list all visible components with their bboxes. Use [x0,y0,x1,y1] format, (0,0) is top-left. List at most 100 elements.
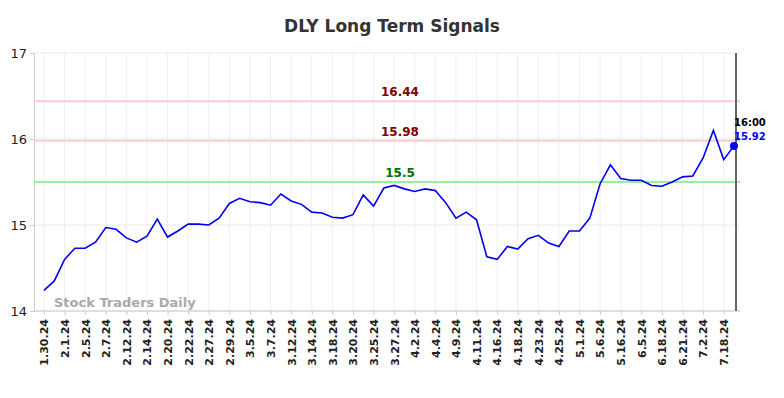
reference-line [34,140,740,142]
x-tick-label: 4.25.24 [553,319,566,366]
x-tick: 2.20.24 [162,311,175,366]
x-tick-label: 6.18.24 [656,319,669,366]
x-tick: 4.16.24 [491,311,504,366]
x-tick-label: 3.27.24 [388,319,401,366]
watermark: Stock Traders Daily [54,295,196,310]
x-tick: 4.23.24 [533,311,546,366]
x-tick-label: 3.14.24 [306,319,319,366]
x-tick-label: 1.30.24 [38,319,51,366]
grid-line-y [34,225,740,226]
x-tick-mark [518,311,519,315]
x-tick: 7.18.24 [718,311,731,366]
x-tick: 4.25.24 [553,311,566,366]
x-tick-mark [312,311,313,315]
last-time-label: 16:00 [734,117,766,128]
y-axis: 14151617 [10,46,34,319]
chart: DLY Long Term Signals141516171.30.242.1.… [0,0,784,398]
x-tick-mark [353,311,354,315]
x-tick-label: 4.2.24 [409,319,422,358]
x-tick: 3.5.24 [244,311,257,358]
reference-line [34,181,740,183]
grid-line-y [34,311,740,312]
x-tick-label: 4.16.24 [491,319,504,366]
x-tick: 4.2.24 [409,311,422,358]
x-tick-mark [497,311,498,315]
x-tick-label: 2.29.24 [224,319,237,366]
x-tick: 4.18.24 [512,311,525,366]
x-tick-label: 7.18.24 [718,319,731,366]
x-tick-mark [106,311,107,315]
x-tick-mark [580,311,581,315]
y-tick: 14 [10,304,34,319]
x-tick-label: 3.25.24 [368,319,381,366]
x-tick-label: 2.1.24 [59,319,72,358]
x-tick-label: 2.27.24 [203,319,216,366]
x-tick-mark [188,311,189,315]
x-tick-mark [621,311,622,315]
x-tick-label: 2.22.24 [183,319,196,366]
y-axis-line [30,54,35,312]
reference-label: 16.44 [381,85,419,99]
y-tick-label: 14 [10,304,27,319]
x-tick-label: 6.21.24 [677,319,690,366]
x-tick: 2.7.24 [100,311,113,358]
x-tick: 6.5.24 [636,311,649,358]
x-tick-mark [332,311,333,315]
x-tick: 3.12.24 [286,311,299,366]
x-tick-mark [641,311,642,315]
x-tick-mark [538,311,539,315]
x-tick-label: 7.2.24 [697,319,710,358]
x-tick: 2.12.24 [121,311,134,366]
last-point [730,142,738,150]
x-tick-label: 3.5.24 [244,319,257,358]
x-tick-label: 2.14.24 [141,319,154,366]
x-tick-mark [456,311,457,315]
x-tick: 2.1.24 [59,311,72,358]
y-tick: 15 [10,218,34,233]
x-tick: 3.18.24 [327,311,340,366]
x-tick: 4.4.24 [430,311,443,358]
x-tick-mark [147,311,148,315]
x-tick-label: 4.4.24 [430,319,443,358]
title: DLY Long Term Signals [284,16,500,36]
reference-label: 15.5 [385,166,415,180]
x-tick-mark [662,311,663,315]
x-tick: 7.2.24 [697,311,710,358]
x-tick: 2.22.24 [183,311,196,366]
x-tick-mark [250,311,251,315]
x-tick-label: 6.5.24 [636,319,649,358]
y-tick-mark [30,311,34,312]
y-tick-mark [30,225,34,226]
x-tick: 3.25.24 [368,311,381,366]
x-tick: 5.6.24 [594,311,607,358]
x-tick-label: 4.23.24 [533,319,546,366]
x-tick-label: 2.5.24 [80,319,93,358]
x-tick-label: 5.16.24 [615,319,628,366]
x-tick-label: 3.18.24 [327,319,340,366]
x-tick: 3.27.24 [388,311,401,366]
plot-area [34,53,740,311]
grid [34,53,740,311]
x-tick-label: 2.20.24 [162,319,175,366]
x-axis: 1.30.24 2.1.24 2.5.24 2.7.24 2.12.24 2.14.24 2… [34,311,740,366]
x-tick-label: 2.7.24 [100,319,113,358]
x-tick-label: 3.20.24 [347,319,360,366]
x-tick-mark [477,311,478,315]
x-tick-mark [168,311,169,315]
x-tick-mark [85,311,86,315]
x-tick: 3.7.24 [265,311,278,358]
y-tick-label: 16 [10,132,27,147]
x-tick-label: 3.12.24 [286,319,299,366]
x-tick: 5.1.24 [574,311,587,358]
x-tick: 3.20.24 [347,311,360,366]
x-tick-mark [374,311,375,315]
x-tick-mark [44,311,45,315]
last-value-label: 15.92 [734,131,766,142]
y-tick-mark [30,139,34,140]
x-axis-line [34,311,740,312]
x-tick-mark [229,311,230,315]
x-tick-label: 3.7.24 [265,319,278,358]
x-tick: 2.14.24 [141,311,154,366]
x-tick-mark [291,311,292,315]
y-tick-mark [30,53,34,54]
